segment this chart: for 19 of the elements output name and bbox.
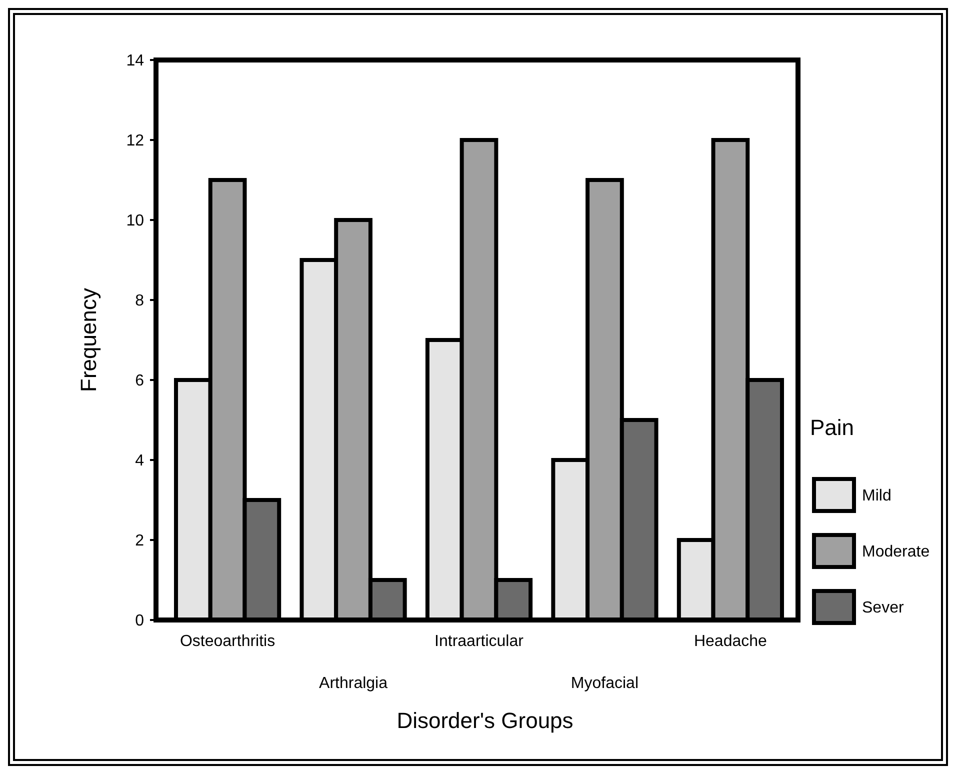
y-tick-label: 10 — [126, 212, 144, 230]
y-tick-label: 4 — [135, 452, 144, 470]
x-tick-label: Headache — [694, 633, 768, 650]
x-tick-label: Intraarticular — [434, 633, 524, 650]
legend-label: Mild — [862, 488, 892, 505]
x-axis-title: Disorder's Groups — [396, 708, 574, 733]
legend-label: Moderate — [862, 544, 930, 561]
y-tick-label: 12 — [126, 132, 144, 150]
y-tick-label: 8 — [135, 292, 144, 310]
y-axis-title: Frequency — [76, 288, 101, 392]
y-tick-label: 14 — [126, 52, 144, 70]
y-tick-label: 2 — [135, 532, 144, 550]
y-tick-label: 6 — [135, 372, 144, 390]
legend-label: Sever — [862, 600, 904, 617]
y-tick-label: 0 — [135, 612, 144, 630]
x-tick-label: Arthralgia — [319, 675, 388, 692]
x-tick-label: Osteoarthritis — [180, 633, 276, 650]
legend-title: Pain — [810, 415, 854, 440]
x-tick-label: Myofacial — [570, 675, 639, 692]
